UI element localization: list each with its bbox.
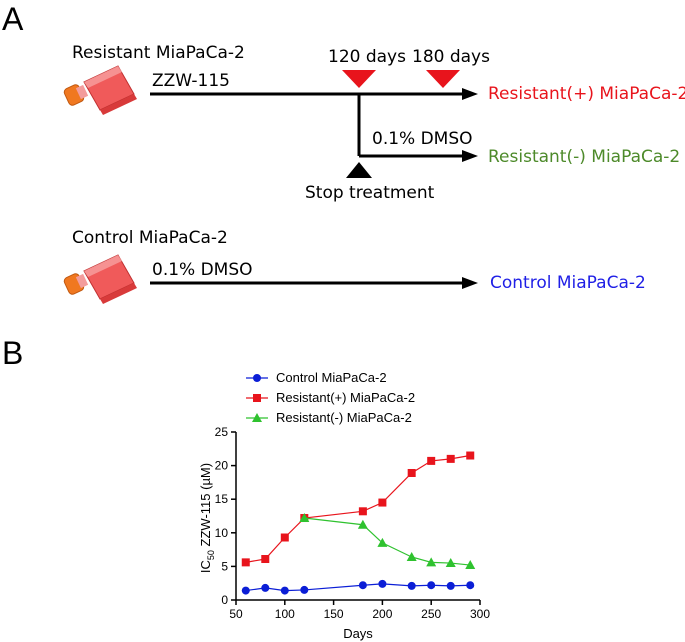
data-point (446, 581, 455, 590)
chart-axes: 50 100 150 200 250 300 0 5 10 15 20 25 (215, 425, 491, 621)
data-point (445, 558, 456, 568)
x-tick-label: 250 (421, 607, 441, 621)
data-point (280, 586, 289, 595)
y-axis-label-prefix: IC (198, 560, 213, 573)
data-point (358, 507, 367, 516)
y-axis-label-rest: ZZW-115 (µM) (198, 463, 213, 550)
timeline-arrowhead (462, 88, 478, 100)
dmso-branch-label: 0.1% DMSO (372, 129, 473, 149)
data-point (378, 579, 387, 588)
data-point (357, 519, 368, 529)
x-tick-label: 50 (229, 607, 243, 621)
stop-label: Stop treatment (305, 183, 435, 203)
data-point (378, 498, 387, 507)
y-tick-label: 20 (215, 459, 229, 473)
panel-a-label: A (2, 1, 24, 37)
resistant-title: Resistant MiaPaCa-2 (72, 43, 245, 63)
data-point (261, 555, 270, 564)
x-tick-label: 100 (275, 607, 295, 621)
series-3 (299, 513, 476, 570)
y-axis-label: IC50 ZZW-115 (µM) (198, 463, 216, 573)
control-result-label: Control MiaPaCa-2 (490, 273, 646, 293)
data-point (446, 454, 455, 463)
series-2 (241, 451, 475, 567)
legend-marker (253, 374, 261, 382)
marker-180-label: 180 days (412, 47, 490, 67)
chart-series (241, 451, 476, 595)
data-point (261, 583, 270, 592)
marker-120-triangle (342, 70, 376, 88)
panel-a: A Resistant MiaPaCa-2 ZZW-115 120 days 1… (2, 1, 685, 304)
y-tick-label: 0 (221, 593, 228, 607)
panel-b-label: B (2, 335, 23, 371)
y-tick-label: 25 (215, 425, 229, 439)
y-axis-label-sub: 50 (206, 550, 216, 560)
data-point (280, 533, 289, 542)
y-tick-label: 10 (215, 526, 229, 540)
x-axis-label: Days (343, 626, 373, 641)
series-line (245, 454, 471, 563)
x-tick-label: 150 (324, 607, 344, 621)
data-point (358, 581, 367, 590)
data-point (300, 585, 309, 594)
legend-marker (253, 394, 261, 402)
control-title: Control MiaPaCa-2 (72, 228, 228, 248)
data-point (465, 560, 476, 570)
data-point (427, 581, 436, 590)
legend-marker (252, 413, 262, 422)
x-tick-label: 200 (372, 607, 392, 621)
stop-triangle (346, 162, 372, 178)
data-point (466, 451, 475, 460)
culture-flask-icon (63, 65, 137, 115)
legend-label: Resistant(-) MiaPaCa-2 (276, 410, 412, 425)
legend-item-1: Control MiaPaCa-2 (246, 370, 387, 385)
panel-b: B Control MiaPaCa-2 Resistant(+) MiaPaCa-… (2, 335, 490, 641)
data-point (407, 468, 416, 477)
series-1 (241, 579, 475, 595)
control-arrowhead (462, 277, 478, 289)
legend-item-3: Resistant(-) MiaPaCa-2 (246, 410, 412, 425)
data-point (299, 513, 310, 523)
y-tick-label: 15 (215, 492, 229, 506)
data-point (406, 551, 417, 561)
data-point (377, 537, 388, 547)
control-flask-icon (63, 254, 137, 304)
resistant-minus-label: Resistant(-) MiaPaCa-2 (488, 147, 680, 167)
series-line (245, 583, 471, 592)
y-tick-label: 5 (221, 559, 228, 573)
control-treatment-label: 0.1% DMSO (152, 260, 253, 280)
marker-120-label: 120 days (328, 47, 406, 67)
legend-item-2: Resistant(+) MiaPaCa-2 (246, 390, 415, 405)
series-line (304, 517, 471, 566)
resistant-plus-label: Resistant(+) MiaPaCa-2 (488, 84, 685, 104)
data-point (407, 581, 416, 590)
treatment-label: ZZW-115 (152, 71, 230, 91)
legend-label: Resistant(+) MiaPaCa-2 (276, 390, 415, 405)
data-point (241, 586, 250, 595)
legend-label: Control MiaPaCa-2 (276, 370, 387, 385)
x-tick-label: 300 (470, 607, 490, 621)
data-point (241, 558, 250, 567)
data-point (466, 581, 475, 590)
chart-legend: Control MiaPaCa-2 Resistant(+) MiaPaCa-2 R… (246, 370, 415, 425)
marker-180-triangle (426, 70, 460, 88)
branch-arrowhead (462, 150, 478, 162)
data-point (426, 557, 437, 567)
data-point (427, 456, 436, 465)
